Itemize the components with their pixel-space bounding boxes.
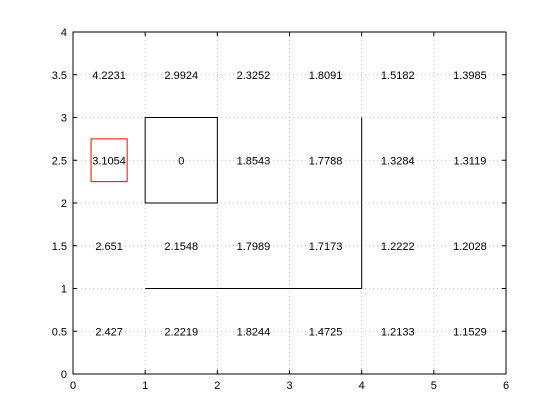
- y-tick-label: 2.5: [52, 155, 67, 167]
- cell-value-label: 1.3985: [453, 70, 487, 82]
- y-tick-label: 3.5: [52, 70, 67, 82]
- cell-value-label: 2.651: [95, 241, 123, 253]
- cell-value-label: 1.5182: [381, 70, 415, 82]
- y-tick-label: 0.5: [52, 326, 67, 338]
- y-tick-label: 3: [61, 113, 67, 125]
- x-tick-label: 1: [142, 380, 148, 392]
- cell-value-label: 1.7788: [309, 155, 343, 167]
- cell-value-label: 1.3119: [454, 155, 487, 167]
- cell-value-label: 1.8091: [309, 70, 343, 82]
- cell-value-label: 3.1054: [92, 155, 126, 167]
- red-marker-rect: [90, 138, 128, 183]
- cell-value-label: 1.8543: [237, 155, 271, 167]
- cell-value-labels: 4.2231 2.9924 2.3252 1.8091 1.5182 1.3985 3.10…: [92, 70, 486, 339]
- cell-value-label: 1.2028: [453, 241, 487, 253]
- x-tick-label: 3: [286, 380, 292, 392]
- cell-value-label: 4.2231: [92, 70, 126, 82]
- cell-value-label: 1.7173: [309, 241, 343, 253]
- grid-lines: [73, 32, 506, 374]
- x-tick-label: 6: [503, 380, 509, 392]
- cell-value-label: 2.427: [95, 326, 123, 338]
- y-tick-label: 1: [61, 284, 67, 296]
- cell-value-label: 1.1529: [453, 326, 487, 338]
- cell-value-label: 1.7989: [237, 241, 271, 253]
- x-tick-label: 2: [214, 380, 220, 392]
- overlay-shapes: [90, 117, 363, 289]
- x-tick-label: 5: [431, 380, 437, 392]
- cell-value-label: 1.2133: [381, 326, 415, 338]
- y-tick-label: 4: [61, 27, 67, 39]
- cell-value-label: 1.3284: [381, 155, 415, 167]
- cell-value-label: 1.4725: [309, 326, 343, 338]
- x-tick-label: 0: [70, 380, 76, 392]
- y-tick-label: 1.5: [52, 241, 67, 253]
- boundary-line: [145, 117, 363, 289]
- cell-value-label: 1.2222: [381, 241, 415, 253]
- cell-value-label: 2.3252: [237, 70, 271, 82]
- y-tick-label: 0: [61, 369, 67, 381]
- cell-value-label: 2.2219: [164, 326, 198, 338]
- cell-value-label: 2.1548: [164, 241, 198, 253]
- x-tick-label: 4: [359, 380, 365, 392]
- cell-value-label: 2.9924: [164, 70, 198, 82]
- y-tick-label: 2: [61, 198, 67, 210]
- cell-value-label: 1.8244: [237, 326, 271, 338]
- axis-ticks: 0 1 2 3 4 5 6 0 0.5 1 1.5 2 2.5 3 3.5 4: [52, 27, 509, 392]
- cell-value-label: 0: [178, 155, 184, 167]
- obstacle-rect: [144, 117, 218, 204]
